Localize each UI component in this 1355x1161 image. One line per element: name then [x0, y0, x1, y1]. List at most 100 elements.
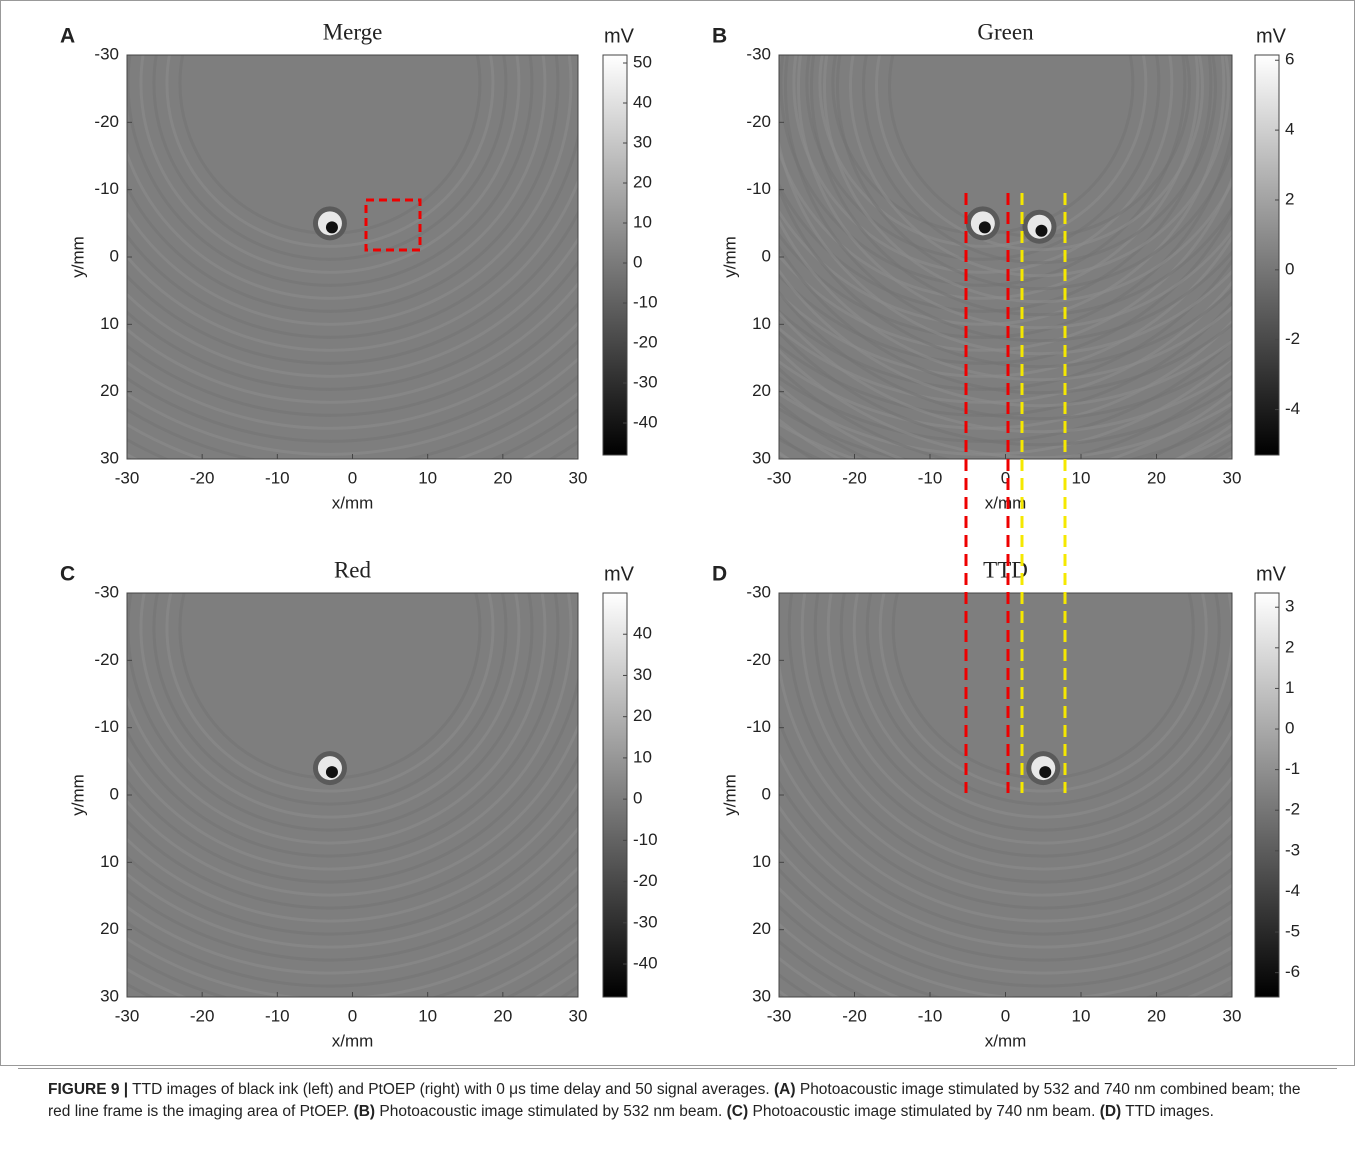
y-tick-label: -30	[94, 582, 119, 601]
wave	[826, 593, 1232, 845]
x-tick-label: 0	[348, 468, 357, 487]
roi-box	[364, 198, 422, 252]
colorbar-tick-label: -4	[1285, 881, 1300, 900]
colorbar-tick-label: -2	[1285, 329, 1300, 348]
x-tick-label: 20	[1147, 1006, 1166, 1025]
colorbar-tick-label: 10	[633, 747, 652, 766]
x-tick-label: -20	[842, 468, 867, 487]
caption-run: TTD images.	[1121, 1103, 1214, 1120]
colorbar-tick-label: 0	[633, 789, 642, 808]
x-tick-label: 10	[1072, 1006, 1091, 1025]
colorbar-tick-label: -10	[633, 830, 658, 849]
wave	[787, 593, 1232, 884]
y-tick-label: 0	[110, 246, 119, 265]
colorbar-tick-label: 0	[1285, 719, 1294, 738]
colorbar-tick-label: 30	[633, 132, 652, 151]
wave	[127, 826, 578, 949]
colorbar	[1254, 592, 1280, 998]
image	[127, 55, 578, 459]
wave	[779, 280, 1232, 404]
wave	[127, 55, 547, 300]
colorbar	[602, 592, 628, 998]
colorbar-tick-label: 20	[633, 706, 652, 725]
wave	[878, 593, 1208, 793]
x-tick-label: 10	[418, 468, 437, 487]
wave	[805, 55, 1161, 261]
colorbar-tick-label: 40	[633, 624, 652, 643]
colorbar-tick-label: -10	[633, 292, 658, 311]
colorbar-tick-label: 2	[1285, 637, 1294, 656]
caption-run: (A)	[774, 1081, 796, 1098]
colorbar-tick-label: -20	[633, 332, 658, 351]
colorbar-tick-label: -1	[1285, 759, 1300, 778]
wave	[779, 348, 1232, 459]
y-tick-label: -10	[746, 179, 771, 198]
wave	[165, 593, 495, 793]
caption: FIGURE 9 | TTD images of black ink (left…	[18, 1068, 1337, 1161]
colorbar-tick-label: -30	[633, 912, 658, 931]
wave	[127, 593, 547, 845]
wave	[139, 593, 521, 819]
panel-title: Red	[334, 557, 372, 582]
wave	[779, 124, 1232, 339]
y-tick-label: -10	[94, 717, 119, 736]
caption-run: FIGURE 9 |	[48, 1081, 129, 1098]
panel-title: Green	[977, 19, 1034, 44]
wave	[784, 55, 1232, 343]
wave	[779, 310, 1232, 434]
wave	[779, 867, 1232, 988]
colorbar-tick-label: -40	[633, 954, 658, 973]
panel-letter: B	[712, 25, 727, 48]
y-tick-label: 10	[100, 314, 119, 333]
wave	[127, 281, 578, 404]
colorbar-label: mV	[604, 25, 635, 47]
wave	[127, 55, 573, 326]
wave	[779, 290, 1232, 421]
image	[127, 593, 578, 997]
y-tick-label: 0	[762, 784, 771, 803]
colorbar-tick-label: -6	[1285, 962, 1300, 981]
wave	[779, 55, 1187, 287]
y-tick-label: -10	[94, 179, 119, 198]
x-tick-label: 30	[569, 468, 588, 487]
y-tick-label: 20	[100, 919, 119, 938]
caption-run: (B)	[353, 1103, 376, 1120]
wave	[127, 236, 578, 378]
colorbar-tick-label: 50	[633, 52, 652, 71]
wave	[849, 55, 1230, 278]
x-tick-label: -10	[918, 468, 943, 487]
wave	[792, 55, 1174, 274]
wave	[800, 593, 1232, 871]
colorbar-tick-label: 3	[1285, 597, 1294, 616]
colorbar	[1254, 54, 1280, 456]
wave	[779, 847, 1232, 975]
x-tick-label: -30	[767, 1006, 792, 1025]
image	[779, 55, 1232, 459]
wave	[779, 207, 1232, 365]
wave	[127, 320, 578, 430]
x-axis-label: x/mm	[985, 1031, 1027, 1050]
source-core	[325, 766, 338, 779]
wave	[127, 781, 578, 923]
wave	[818, 55, 1148, 248]
caption-run: Photoacoustic image stimulated by 740 nm…	[748, 1103, 1100, 1120]
wave	[779, 174, 1232, 352]
colorbar-tick-label: 40	[633, 92, 652, 111]
wave	[779, 234, 1232, 378]
wave	[127, 130, 578, 339]
wave	[127, 722, 578, 897]
colorbar-label: mV	[1256, 25, 1287, 47]
x-tick-label: 10	[418, 1006, 437, 1025]
x-tick-label: -10	[265, 1006, 290, 1025]
y-tick-label: -30	[94, 44, 119, 63]
x-axis-label: x/mm	[985, 493, 1027, 512]
wave	[813, 593, 1232, 858]
y-tick-label: 0	[110, 784, 119, 803]
y-tick-label: 10	[752, 314, 771, 333]
y-axis-label: y/mm	[68, 774, 87, 816]
wave	[779, 268, 1232, 408]
y-tick-label: -30	[746, 44, 771, 63]
source-core	[978, 221, 991, 234]
colorbar-tick-label: -4	[1285, 399, 1300, 418]
